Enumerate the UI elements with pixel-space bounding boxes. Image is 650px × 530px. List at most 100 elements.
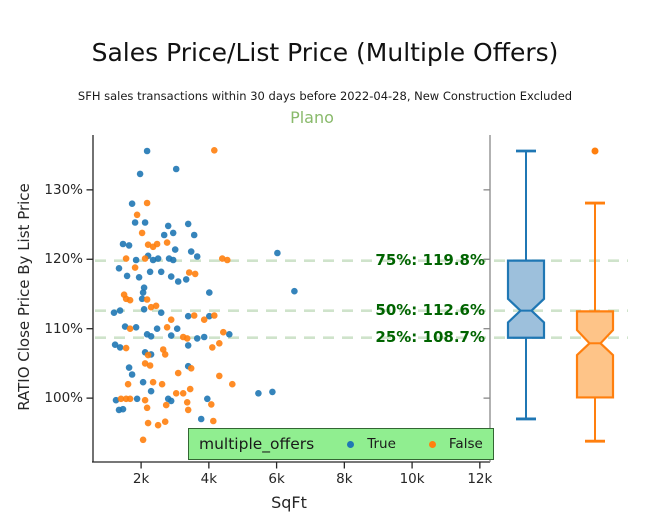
scatter-point-false [211,312,218,319]
scatter-point-true [167,397,175,405]
scatter-point-false [161,351,169,358]
scatter-point-true [274,249,281,257]
scatter-point-false [216,340,223,347]
legend: multiple_offers True False [188,428,494,460]
scatter-point-false [153,240,161,248]
scatter-point-false [219,255,226,262]
scatter-point-true [131,219,139,226]
scatter-point-true [169,256,177,264]
scatter-point-false [152,302,160,310]
chart-subtitle: SFH sales transactions within 30 days be… [77,89,573,103]
scatter-point-false [216,372,223,380]
scatter-point-false [143,404,151,412]
boxplot-true-box [506,259,546,339]
legend-dot-true-icon [347,440,355,448]
scatter-point-false [138,229,146,237]
scatter-point-true [119,405,127,413]
scatter-point-true [167,332,175,339]
scatter-point-true [140,284,148,292]
scatter-point-false [126,325,134,333]
scatter-point-false [208,401,215,408]
scatter-point-false [187,365,195,372]
scatter-point-true [193,253,201,260]
scatter-point-true [121,323,129,330]
scatter-point-true [128,371,136,378]
scatter-point-true [110,309,118,317]
scatter-point-true [204,395,211,403]
scatter-point-false [126,395,134,403]
scatter-point-false [126,296,134,304]
scatter-point-true [206,289,213,296]
scatter-point-false [183,335,191,342]
scatter-point-false [185,269,193,276]
scatter-point-false [133,211,141,219]
scatter-point-true [171,246,179,253]
scatter-point-true [197,415,205,423]
y-axis-label: RATIO Close Price By List Price [15,183,33,411]
scatter-point-true [174,278,182,285]
scatter-point-true [160,231,168,239]
scatter-point-false [143,199,151,207]
scatter-point-true [149,256,157,264]
scatter-point-true [132,324,140,331]
legend-entry-true: True [347,436,396,452]
scatter-point-false [124,380,132,388]
scatter-point-true [187,248,195,255]
scatter-point-true [133,395,141,403]
scatter-point-false [141,360,149,367]
scatter-point-false [190,312,198,319]
scatter-point-true [139,378,147,386]
scatter-point-true [167,273,175,280]
scatter-point-true [200,333,208,341]
scatter-point-true [112,396,120,404]
scatter-point-false [161,418,169,426]
scatter-point-true [125,364,133,371]
scatter-point-true [136,170,144,178]
scatter-point-false [179,390,187,397]
scatter-point-true [182,276,190,283]
scatter-point-false [200,316,208,324]
scatter-point-true [193,335,201,342]
scatter-point-true [169,229,177,237]
scatter-point-false [211,147,218,154]
percentile-label-25: 25%: 108.7% [375,328,485,347]
scatter-point-true [111,341,119,349]
scatter-point-false [162,401,170,409]
scatter-point-false [220,328,227,336]
legend-entry-false: False [428,436,483,452]
scatter-point-true [269,388,276,396]
scatter-point-false [139,436,147,444]
scatter-point-false [146,362,154,369]
scatter-point-true [138,295,146,303]
scatter-point-true [190,231,198,239]
scatter-point-false [186,385,194,393]
scatter-point-true [157,268,165,276]
scatter-point-false [224,256,231,264]
scatter-point-false [209,344,216,351]
scatter-point-false [144,241,152,248]
scatter-point-true [172,165,180,173]
boxplot-false-outlier [591,147,599,155]
scatter-point-true [206,312,213,320]
scatter-point-false [191,270,199,278]
scatter-point-true [184,312,192,320]
scatter-point-false [167,316,175,324]
boxplot-false-box [575,310,615,399]
scatter-point-true [147,387,155,395]
scatter-point-true [153,325,161,333]
scatter-point-true [184,342,192,349]
legend-dot-false-icon [428,440,436,448]
scatter-point-false [154,421,162,429]
scatter-point-true [184,220,192,228]
scatter-point-true [116,307,124,314]
scatter-point-false [210,417,217,425]
scatter-point-true [255,390,262,397]
scatter-point-false [229,380,236,388]
scatter-point-false [141,396,149,404]
scatter-point-true [147,333,155,340]
x-axis-label: SqFt [271,493,307,512]
scatter-point-false [141,255,149,262]
scatter-point-false [143,296,151,303]
scatter-point-false [117,395,125,403]
